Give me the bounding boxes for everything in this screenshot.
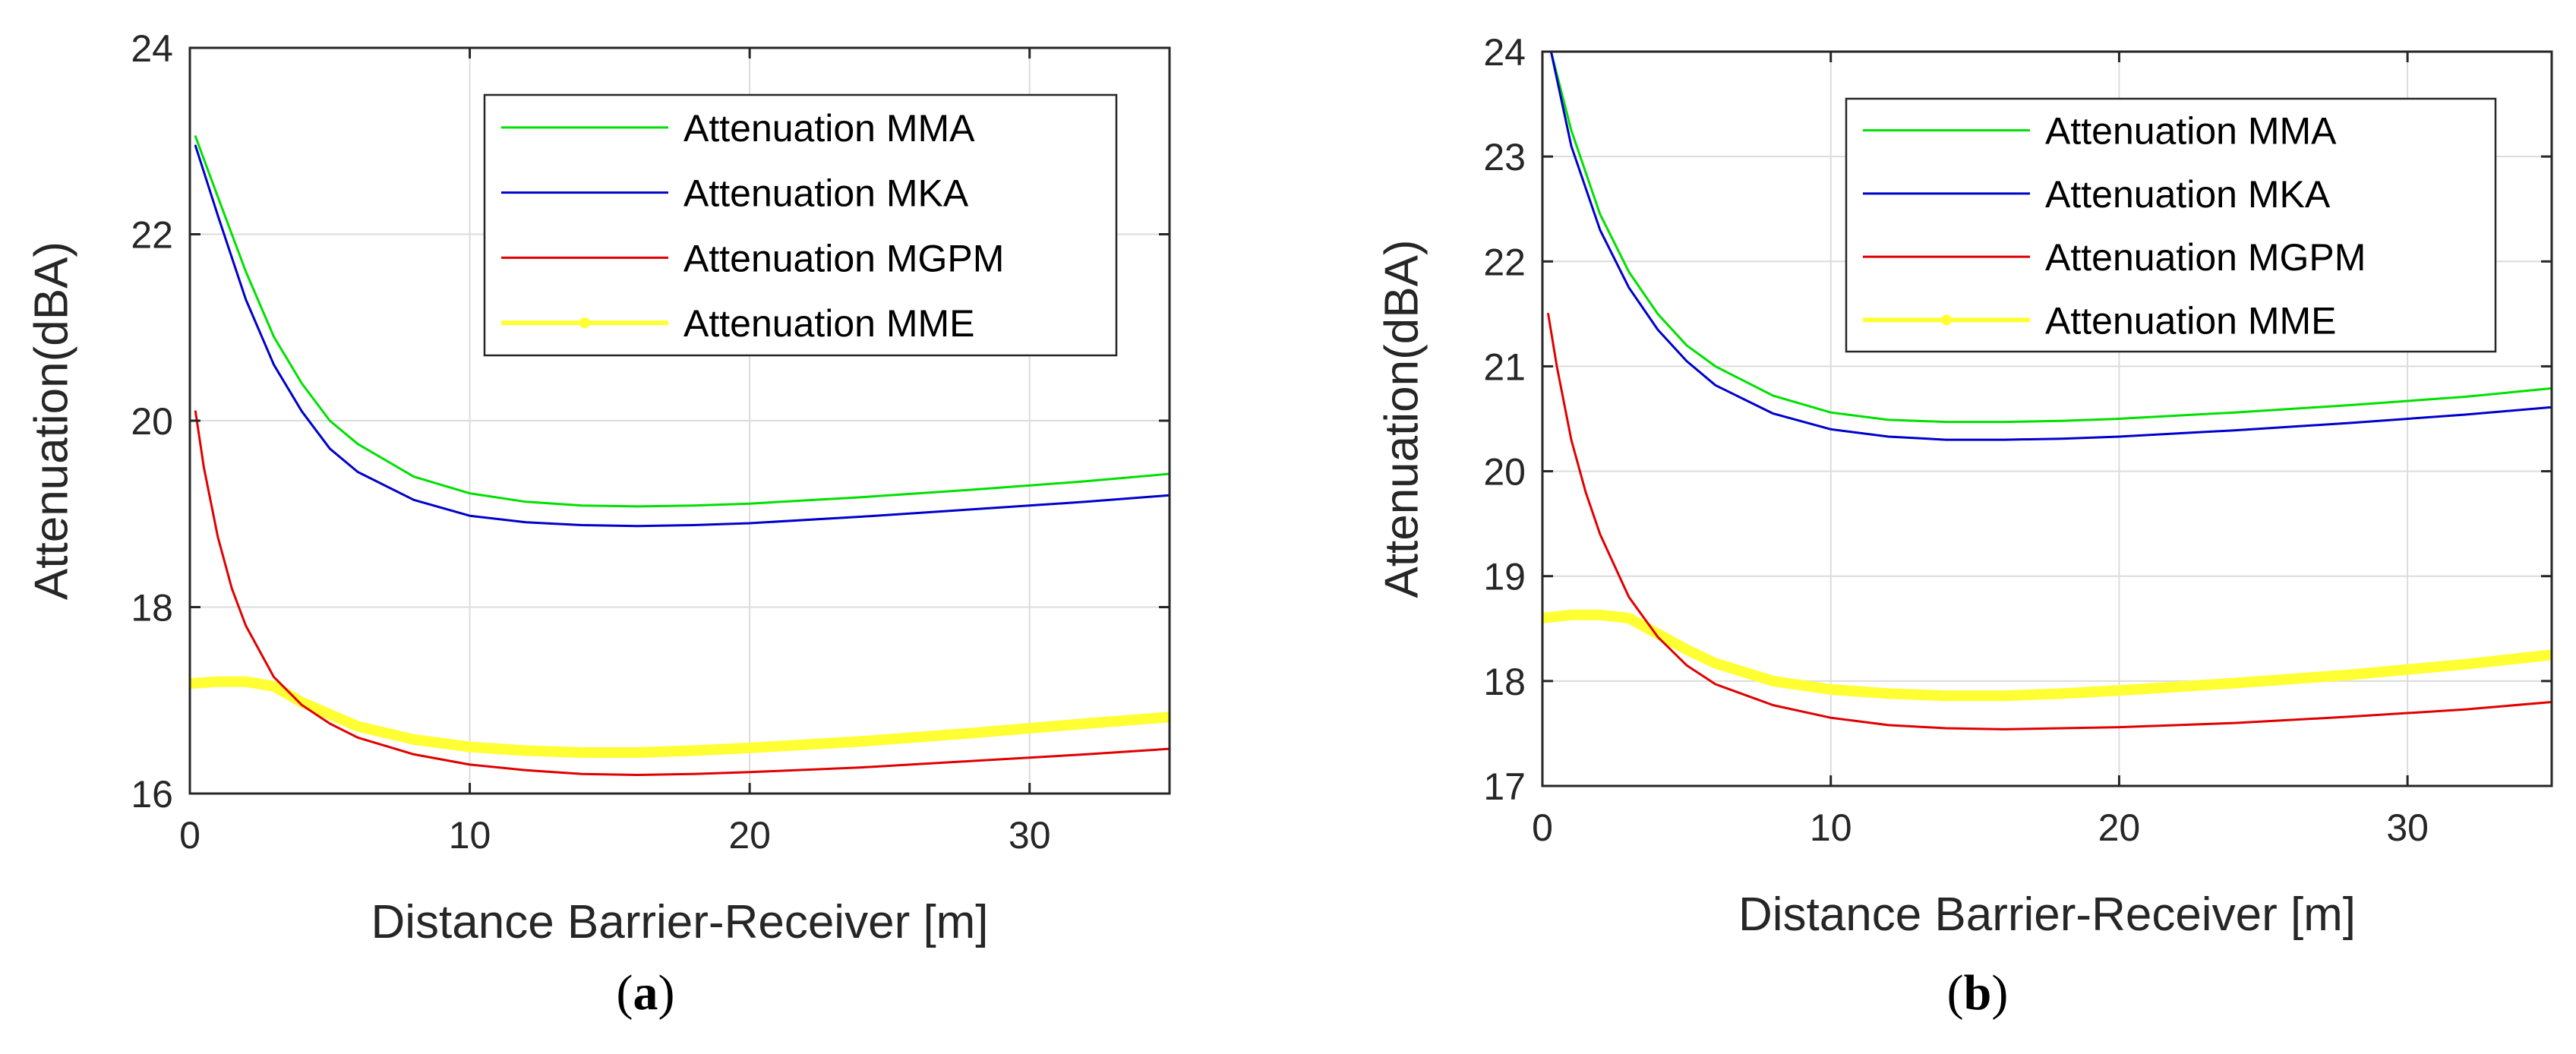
legend-label: Attenuation MKA <box>683 172 969 215</box>
data-lines <box>1542 52 2552 731</box>
x-tick-label: 30 <box>1009 814 1051 857</box>
y-tick-label: 21 <box>1483 346 1526 388</box>
series-line-attenuation-mme <box>190 676 1170 758</box>
x-tick-label: 10 <box>449 814 491 857</box>
x-axis-title: Distance Barrier-Receiver [m] <box>1738 888 2356 941</box>
y-tick-label: 24 <box>131 27 173 70</box>
chart-a-svg: 0 10 20 30 16 18 20 22 24 Distance Barrier-Receiv… <box>26 27 1171 948</box>
y-tick-label: 22 <box>131 214 173 257</box>
legend-marker <box>1941 314 1952 326</box>
legend-label: Attenuation MGPM <box>683 237 1004 279</box>
data-lines <box>190 135 1170 776</box>
x-tick-label: 10 <box>1810 806 1852 849</box>
legend-label: Attenuation MMA <box>2045 110 2337 153</box>
y-tick-label: 16 <box>131 773 173 816</box>
y-tick-label: 20 <box>131 400 173 443</box>
legend-label: Attenuation MME <box>2045 299 2337 342</box>
y-tick-label: 18 <box>131 587 173 630</box>
y-tick-label: 19 <box>1483 556 1526 598</box>
chart-b-svg: 0 10 20 30 17 18 19 20 21 22 23 24 Distance Barrier-… <box>1376 31 2553 941</box>
y-tick-label: 22 <box>1483 241 1526 283</box>
legend-label: Attenuation MKA <box>2045 173 2331 216</box>
axes-box <box>1541 50 2553 787</box>
chart-panel-b: 0 10 20 30 17 18 19 20 21 22 23 24 Distance Barrier-… <box>1288 0 2576 1054</box>
x-tick-label: 20 <box>728 814 771 857</box>
caption-a: (a) <box>616 965 675 1021</box>
legend-box <box>1845 97 2497 353</box>
series-line-attenuation-mgpm <box>194 410 1170 776</box>
legend: Attenuation MMA Attenuation MKA Attenuatio… <box>1845 97 2497 353</box>
legend-box <box>483 93 1118 357</box>
y-tick-label: 20 <box>1483 451 1526 494</box>
series-line-attenuation-mka <box>1549 52 2552 441</box>
series-line-attenuation-mka <box>194 144 1170 528</box>
series-line-attenuation-mme <box>1542 609 2552 702</box>
series-line-attenuation-mma <box>1549 52 2552 424</box>
x-tick-label: 30 <box>2386 806 2429 849</box>
y-tick-label: 17 <box>1483 765 1526 808</box>
chart-panel-a: 0 10 20 30 16 18 20 22 24 Distance Barrier-Receiv… <box>26 27 1171 1021</box>
y-axis-title: Attenuation(dBA) <box>26 241 78 600</box>
legend-label: Attenuation MGPM <box>2045 236 2366 279</box>
caption-b: (b) <box>1946 965 2009 1021</box>
x-tick-label: 0 <box>179 814 200 857</box>
x-tick-label: 0 <box>1532 806 1553 849</box>
series-line-attenuation-mma <box>194 135 1170 508</box>
legend-marker <box>579 317 590 329</box>
x-axis-title: Distance Barrier-Receiver [m] <box>371 896 988 948</box>
y-axis-title: Attenuation(dBA) <box>1376 239 1428 598</box>
legend-label: Attenuation MME <box>683 302 975 345</box>
y-tick-label: 18 <box>1483 661 1526 703</box>
x-tick-label: 20 <box>2098 806 2141 849</box>
series-line-attenuation-mgpm <box>1547 312 2552 731</box>
legend-label: Attenuation MMA <box>683 107 975 150</box>
y-tick-label: 24 <box>1483 31 1526 74</box>
legend: Attenuation MMA Attenuation MKA Attenuatio… <box>483 93 1118 357</box>
y-tick-label: 23 <box>1483 136 1526 178</box>
